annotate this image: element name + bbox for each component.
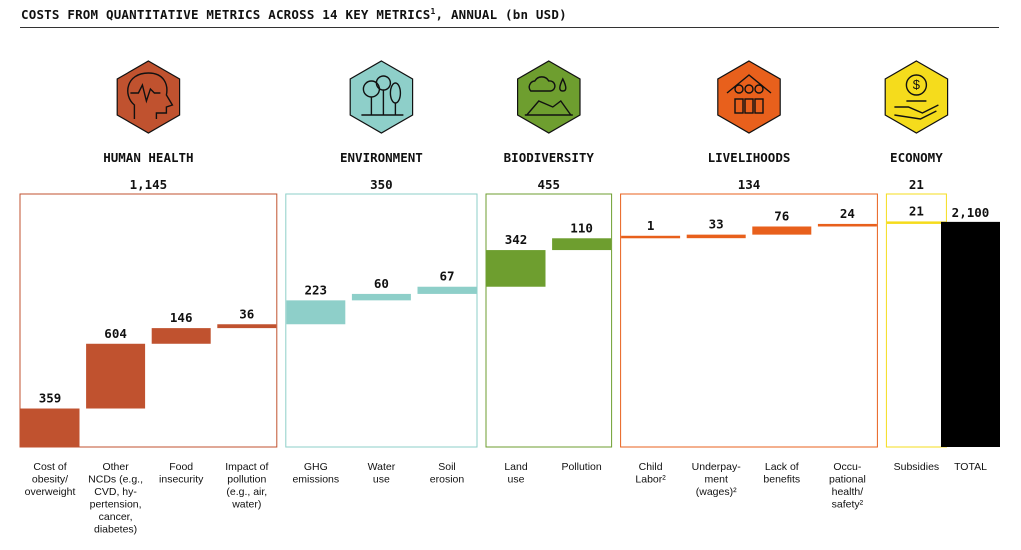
group-label: ECONOMY [890,150,943,165]
category-label: Water use [368,461,396,486]
data-label: 60 [374,276,389,291]
data-label: 67 [439,269,454,284]
cloud-shape [528,76,556,92]
category-label: Child Labor² [635,461,666,486]
pulse-line [130,82,161,104]
group-label: ENVIRONMENT [340,150,423,165]
person-head [734,84,744,94]
group-box [19,193,278,448]
bar [552,238,612,251]
data-label: 342 [505,232,528,247]
data-label: 604 [104,326,127,341]
total-bar [941,221,1000,447]
data-label: 33 [709,217,724,232]
person-head [754,84,764,94]
category-label: Occu-pational health/safety² [829,461,866,511]
people-icon [717,60,781,134]
bar [817,223,877,227]
group-label: LIVELIHOODS [708,150,791,165]
group-total: 21 [909,177,924,192]
bar [217,324,277,329]
hand-shape [894,104,939,120]
data-label: 24 [840,206,855,221]
data-label: 359 [39,391,62,406]
group-box [620,193,878,448]
data-label: 223 [305,282,328,297]
category-label: Lack of benefits [763,461,800,486]
data-label: 146 [170,310,193,325]
data-label: 21 [909,203,924,218]
chart-title: COSTS FROM QUANTITATIVE METRICS ACROSS 1… [21,7,567,23]
head-icon [116,60,181,134]
category-label: Food insecurity [159,461,204,486]
category-label: GHG emissions [292,461,339,486]
landscape-icon-hexagon [516,60,581,134]
bar [621,235,681,239]
roof-shape [726,74,772,94]
category-label: Cost of obesity/overweight [25,461,76,498]
title-rule [20,27,999,28]
bar [351,293,411,301]
bar [417,286,477,294]
person-head [744,84,754,94]
bar [752,226,812,235]
category-label: Pollution [561,461,601,473]
category-label: Soil erosion [430,461,465,486]
coin-shape [905,74,928,96]
bar [486,250,546,287]
coin-hand-icon-hexagon [884,60,949,134]
category-label: TOTAL [954,461,987,473]
landscape-icon [516,60,581,134]
category-label: Impact of pollution (e.g., air, water) [225,461,268,511]
bar [20,408,80,447]
people-icon-hexagon [717,60,781,134]
category-label: Land use [504,461,528,486]
group-total: 134 [738,177,761,192]
person-body [754,98,764,114]
category-label: Subsidies [894,461,940,473]
group-box [485,193,613,448]
bar [686,234,746,239]
data-label: 110 [570,220,593,235]
bar [886,221,946,224]
group-box [885,193,947,448]
group-box [285,193,478,448]
trees-icon-hexagon [349,60,414,134]
title-footnote: 1 [430,7,436,16]
category-label: Other NCDs (e.g., CVD, hy-pertension, cance… [88,461,143,536]
data-label: 76 [774,208,789,223]
bar [286,300,346,325]
coin-hand-icon: $ [884,60,949,134]
head-outline [127,72,174,119]
drop-shape [559,77,567,92]
person-body [734,98,744,114]
hills-shape [526,100,572,116]
data-label: 1 [647,218,655,233]
group-total: 350 [370,177,393,192]
group-total: 1,145 [130,177,168,192]
bar [151,328,211,344]
group-label: HUMAN HEALTH [103,150,193,165]
data-label: 36 [239,306,254,321]
person-body [744,98,754,114]
bar [86,343,146,409]
dollar-sign: $ [913,77,921,92]
group-total: 455 [538,177,561,192]
category-label: Underpay-ment (wages)² [692,461,742,498]
group-label: BIODIVERSITY [504,150,595,165]
total-data-label: 2,100 [952,205,990,220]
trees-icon [349,60,414,134]
